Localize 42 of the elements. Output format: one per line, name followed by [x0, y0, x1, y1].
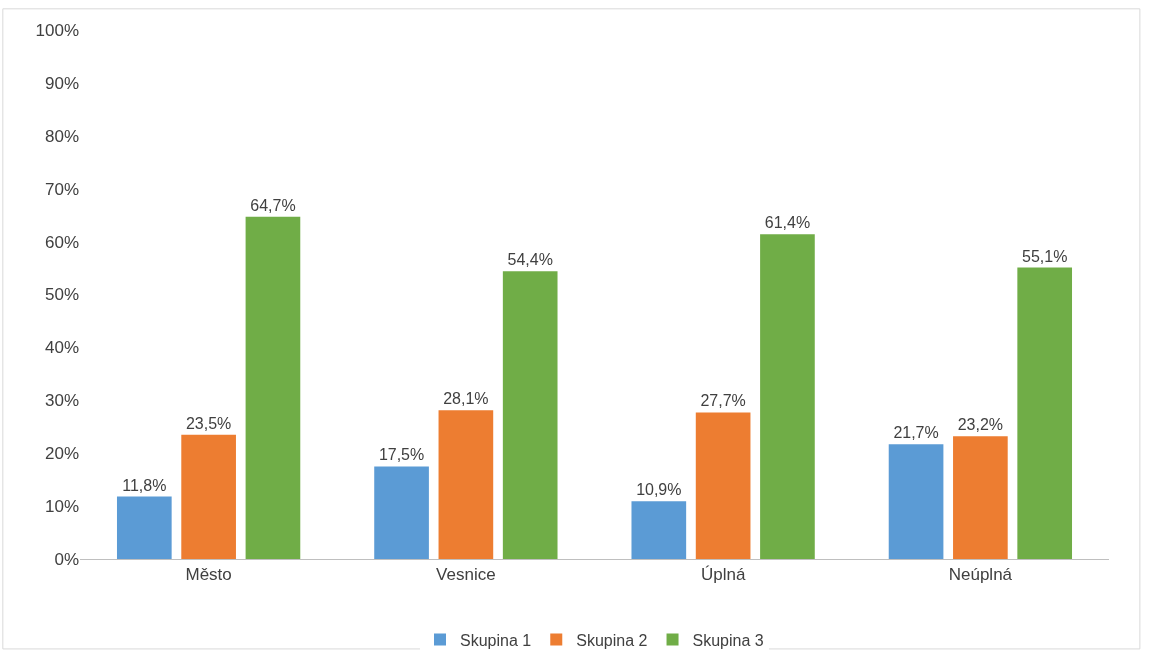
- y-tick-label: 90%: [44, 73, 79, 93]
- y-tick-label: 70%: [44, 179, 79, 199]
- bar: [502, 271, 558, 559]
- legend-label: Skupina 1: [460, 631, 532, 649]
- data-label: 21,7%: [893, 424, 939, 442]
- data-label: 55,1%: [1022, 247, 1068, 265]
- legend-label: Skupina 3: [692, 631, 764, 649]
- legend-label: Skupina 2: [576, 631, 648, 649]
- bar: [181, 434, 236, 559]
- x-tick-label: Úplná: [700, 565, 746, 585]
- bar: [1017, 267, 1073, 559]
- y-tick-label: 80%: [44, 126, 79, 146]
- bar: [888, 444, 944, 559]
- y-tick-label: 50%: [44, 285, 79, 305]
- data-label: 28,1%: [443, 390, 489, 408]
- x-tick-label: Vesnice: [436, 565, 496, 585]
- bar: [245, 216, 301, 559]
- y-tick-label: 40%: [44, 338, 79, 358]
- data-label: 23,2%: [957, 416, 1004, 434]
- bar: [953, 436, 1008, 559]
- x-tick-label: Město: [185, 565, 232, 585]
- data-label: 23,5%: [185, 414, 232, 432]
- y-tick-label: 10%: [44, 497, 79, 517]
- data-label: 61,4%: [764, 214, 811, 232]
- x-tick-label: Neúplná: [948, 565, 1013, 585]
- data-label: 64,7%: [250, 196, 296, 214]
- bar: [374, 466, 429, 559]
- y-tick-label: 0%: [54, 549, 79, 569]
- data-label: 27,7%: [700, 392, 746, 410]
- data-label: 17,5%: [378, 446, 425, 464]
- y-tick-label: 20%: [44, 444, 79, 464]
- bar: [695, 412, 751, 559]
- bar: [438, 410, 494, 559]
- bar: [116, 496, 172, 559]
- bar: [760, 234, 815, 559]
- y-tick-label: 100%: [35, 20, 79, 40]
- data-label: 10,9%: [636, 481, 682, 499]
- bar: [631, 501, 687, 559]
- data-label: 54,4%: [507, 251, 553, 269]
- y-tick-label: 60%: [44, 232, 79, 252]
- y-tick-label: 30%: [44, 391, 79, 411]
- data-label: 11,8%: [122, 476, 167, 494]
